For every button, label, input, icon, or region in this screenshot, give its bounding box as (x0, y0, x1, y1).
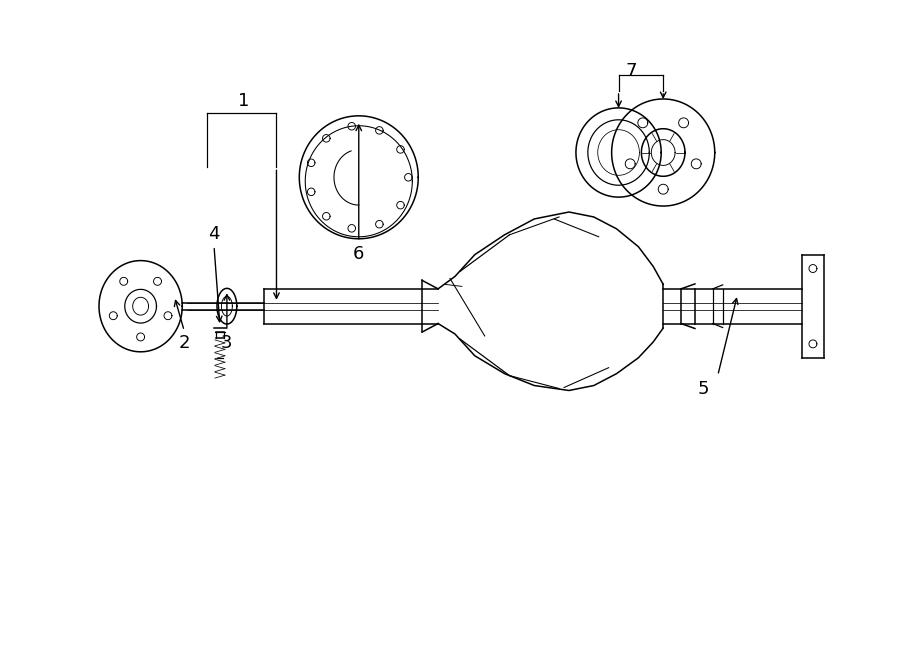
Text: 6: 6 (353, 245, 364, 262)
Text: 3: 3 (221, 334, 232, 352)
Text: 2: 2 (178, 334, 190, 352)
Text: 7: 7 (626, 62, 637, 80)
Text: 4: 4 (208, 225, 220, 243)
Text: 1: 1 (238, 92, 249, 110)
Text: 5: 5 (698, 379, 708, 397)
